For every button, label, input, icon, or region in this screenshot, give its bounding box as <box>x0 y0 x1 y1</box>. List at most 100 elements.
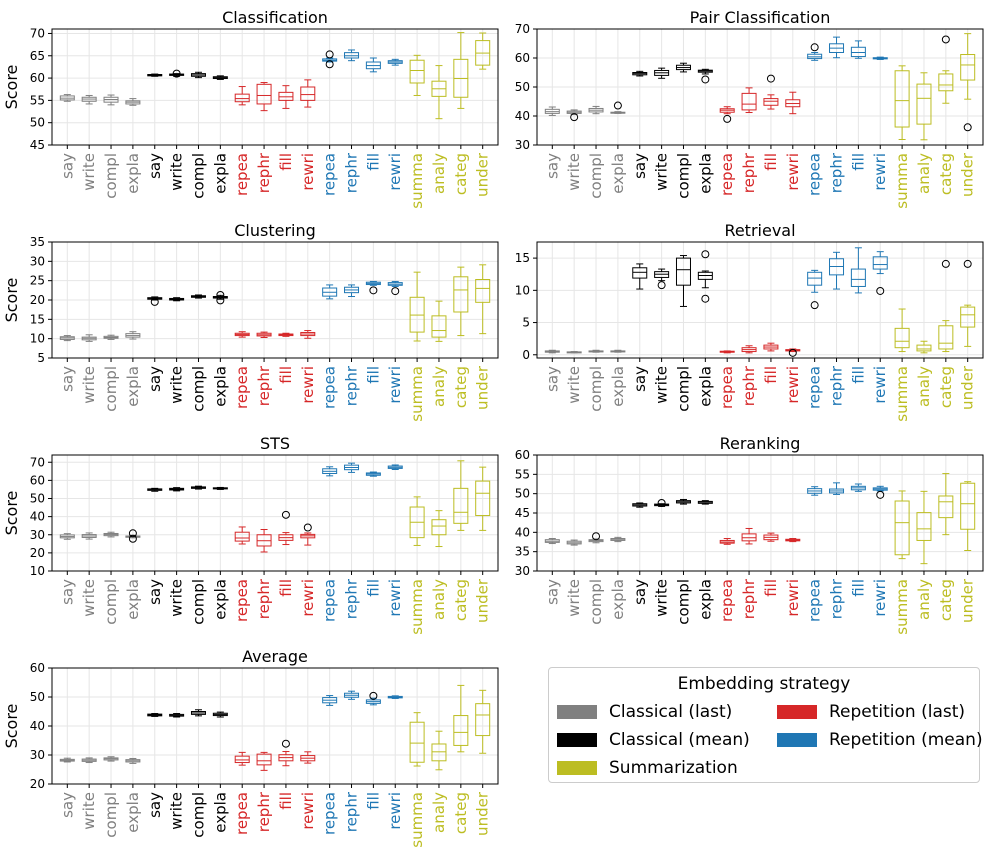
box-compl <box>675 498 691 505</box>
x-tick-label: fill <box>849 579 867 597</box>
box-expla <box>212 486 228 490</box>
x-tick-label: expla <box>609 579 627 620</box>
box-under <box>475 689 491 754</box>
outlier-point <box>963 123 972 132</box>
x-tick-label: compl <box>674 366 692 412</box>
box-say <box>147 296 163 306</box>
y-tick-label: 5 <box>37 351 45 365</box>
x-tick-label: rewri <box>299 153 317 191</box>
box-under <box>475 264 491 335</box>
y-tick-label: 25 <box>30 274 45 288</box>
box-rephr <box>256 82 272 112</box>
x-tick-label: rewri <box>784 153 802 191</box>
box-say <box>59 94 75 102</box>
y-axis-label: Score <box>2 704 21 749</box>
box-compl <box>103 334 119 340</box>
box-rewri <box>387 280 403 296</box>
x-tick-label: fill <box>762 366 780 384</box>
box-say <box>632 263 648 290</box>
x-tick-label: fill <box>277 792 295 810</box>
box-expla <box>610 349 626 353</box>
box-fill <box>763 342 779 352</box>
legend-label: Classical (mean) <box>609 730 750 750</box>
axes-frame <box>51 28 499 146</box>
box-iqr <box>960 482 976 530</box>
box-repea <box>719 350 735 354</box>
box-categ <box>453 266 469 337</box>
box-say <box>147 487 163 492</box>
box-analy <box>431 300 447 342</box>
box-fill <box>850 247 866 294</box>
box-categ <box>453 32 469 109</box>
box-rewri <box>387 464 403 470</box>
x-tick-label: expla <box>124 366 142 407</box>
x-tick-label: expla <box>609 153 627 194</box>
box-rephr <box>256 751 272 771</box>
box-write <box>81 757 97 764</box>
x-tick-label: write <box>565 366 583 404</box>
legend-label: Repetition (mean) <box>829 730 983 750</box>
x-tick-label: categ <box>452 153 470 195</box>
box-fill <box>278 510 294 546</box>
x-tick-label: say <box>631 153 649 179</box>
box-rephr <box>344 690 360 700</box>
x-tick-label: under <box>959 152 977 197</box>
x-tick-label: categ <box>452 792 470 834</box>
box-fill <box>278 332 294 337</box>
x-tick-label: repea <box>806 579 824 622</box>
box-rephr <box>829 482 845 495</box>
box-expla <box>125 331 141 340</box>
box-iqr <box>741 92 757 111</box>
x-tick-label: analy <box>430 153 448 194</box>
legend-label: Summarization <box>609 758 738 778</box>
box-expla <box>697 250 713 303</box>
box-summa <box>409 271 425 342</box>
subplot-title: Classification <box>222 8 328 27</box>
x-tick-label: analy <box>430 792 448 833</box>
y-tick-label: 50 <box>515 80 530 94</box>
x-tick-label: write <box>168 579 186 617</box>
legend-item-repetition-mean: Repetition (mean) <box>777 730 983 750</box>
x-tick-label: rewri <box>299 366 317 404</box>
box-iqr <box>894 500 910 556</box>
y-tick-label: 50 <box>30 116 45 130</box>
box-rewri <box>387 695 403 699</box>
x-tick-label: rephr <box>828 365 846 406</box>
x-tick-label: say <box>146 366 164 392</box>
y-tick-label: 60 <box>515 448 530 462</box>
y-tick-label: 70 <box>30 455 45 469</box>
box-rephr <box>256 331 272 339</box>
x-tick-label: under <box>474 365 492 410</box>
x-tick-label: fill <box>364 792 382 810</box>
box-say <box>147 73 163 77</box>
box-rephr <box>829 251 845 290</box>
outlier-point <box>216 290 225 299</box>
box-compl <box>190 485 206 490</box>
y-tick-label: 60 <box>515 51 530 65</box>
outlier-point <box>216 296 225 305</box>
x-tick-label: expla <box>211 153 229 194</box>
box-compl <box>190 71 206 79</box>
x-tick-label: write <box>565 153 583 191</box>
box-summa <box>894 308 910 353</box>
box-expla <box>125 757 141 764</box>
x-tick-label: write <box>168 792 186 830</box>
x-tick-label: expla <box>211 792 229 833</box>
y-tick-label: 60 <box>30 473 45 487</box>
box-expla <box>125 98 141 106</box>
y-tick-label: 50 <box>515 487 530 501</box>
box-iqr <box>256 83 272 105</box>
y-tick-label: 45 <box>515 506 530 520</box>
x-tick-label: rephr <box>828 152 846 193</box>
box-iqr <box>453 715 469 746</box>
box-say <box>632 502 648 508</box>
outlier-point <box>128 534 137 543</box>
box-rephr <box>741 87 757 114</box>
box-rephr <box>741 527 757 545</box>
y-tick-label: 10 <box>30 564 45 578</box>
y-tick-label: 30 <box>515 564 530 578</box>
